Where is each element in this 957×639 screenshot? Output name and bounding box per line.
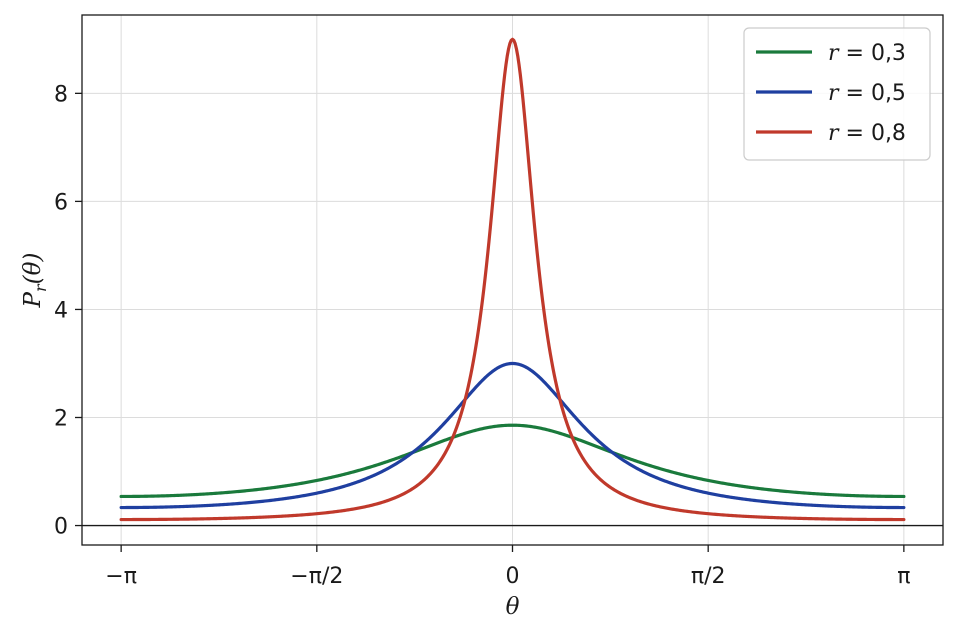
x-axis: −π −π/2 0 π/2 π — [105, 545, 910, 589]
y-tick-label: 2 — [54, 406, 68, 431]
y-axis-label: Pr(θ) — [20, 253, 50, 309]
x-tick-label: 0 — [506, 564, 520, 589]
legend-box — [743, 27, 931, 161]
y-tick-label: 0 — [54, 515, 68, 540]
legend-label: r = 0,5 — [828, 81, 906, 106]
x-tick-label: π — [897, 564, 910, 589]
x-tick-label: π/2 — [691, 564, 726, 589]
legend-label: r = 0,3 — [828, 41, 906, 66]
x-tick-label: −π/2 — [290, 564, 343, 589]
y-axis-label-text: Pr(θ) — [20, 253, 50, 309]
y-tick-label: 6 — [54, 190, 68, 215]
legend-label: r = 0,8 — [828, 121, 906, 146]
y-tick-label: 8 — [54, 82, 68, 107]
series-line-1 — [119, 361, 906, 510]
y-axis: 0 2 4 6 8 — [54, 82, 82, 540]
series-line-0 — [119, 423, 906, 499]
x-axis-label: θ — [506, 594, 520, 620]
series-lines — [119, 37, 906, 522]
legend: r = 0,3 r = 0,5 r = 0,8 — [743, 27, 931, 161]
y-tick-label: 4 — [54, 298, 68, 323]
series-line-2 — [119, 37, 906, 522]
x-tick-label: −π — [105, 564, 137, 589]
